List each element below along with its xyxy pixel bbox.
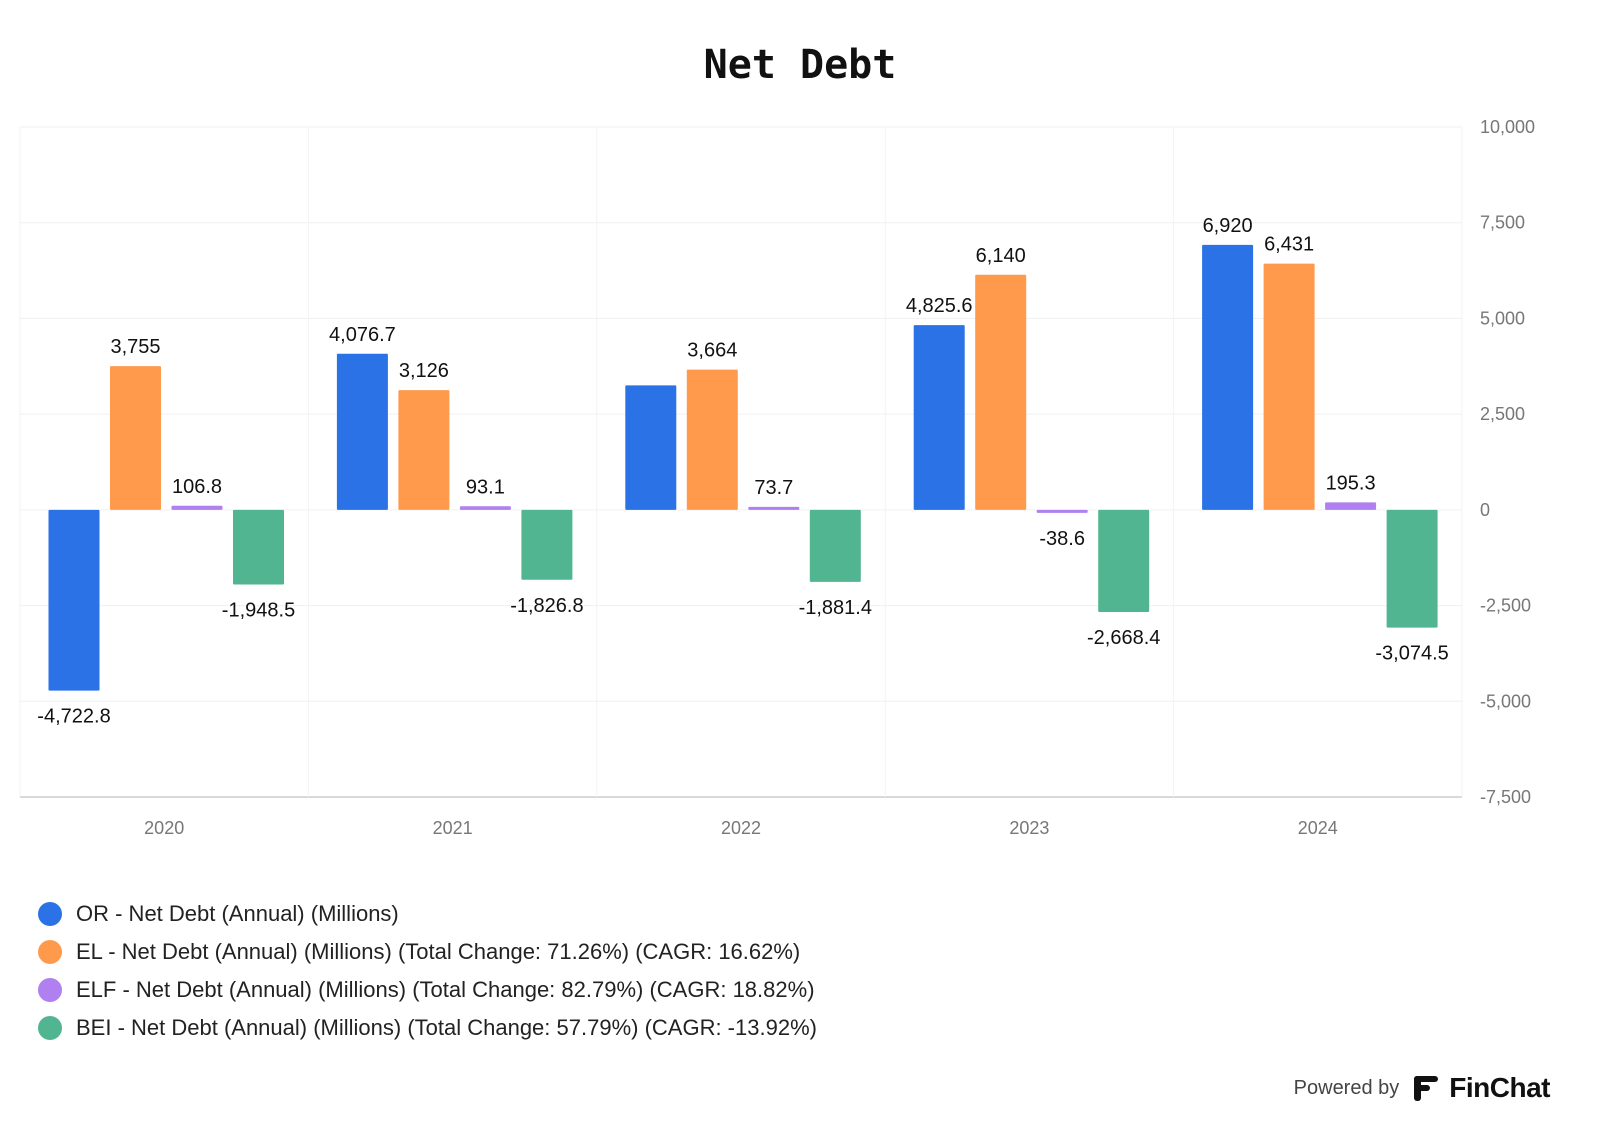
brand-name: FinChat <box>1449 1072 1550 1103</box>
legend-label: OR - Net Debt (Annual) (Millions) <box>76 901 399 926</box>
legend-item[interactable]: OR - Net Debt (Annual) (Millions) <box>38 895 817 933</box>
data-label: -38.6 <box>1039 528 1085 550</box>
legend-label: EL - Net Debt (Annual) (Millions) (Total… <box>76 939 801 964</box>
legend-item[interactable]: ELF - Net Debt (Annual) (Millions) (Tota… <box>38 971 817 1009</box>
y-tick-label: 5,000 <box>1480 308 1525 328</box>
bar <box>336 353 388 510</box>
bar <box>913 325 965 510</box>
powered-by-text: Powered by <box>1293 1076 1400 1099</box>
y-tick-label: -7,500 <box>1480 787 1531 807</box>
data-label: 3,755 <box>110 336 160 358</box>
bar <box>1263 263 1315 510</box>
legend-label: ELF - Net Debt (Annual) (Millions) (Tota… <box>76 977 815 1002</box>
data-label: -1,881.4 <box>799 597 872 619</box>
powered-by: Powered by FinChat <box>1293 1072 1551 1104</box>
x-tick-label: 2024 <box>1298 818 1338 838</box>
bar <box>398 390 450 510</box>
bar <box>975 274 1027 510</box>
legend-dot-icon <box>38 902 62 926</box>
legend-label: BEI - Net Debt (Annual) (Millions) (Tota… <box>76 1015 817 1040</box>
bar <box>686 369 738 510</box>
grid <box>19 126 1463 798</box>
y-tick-label: 7,500 <box>1480 213 1525 233</box>
bar <box>459 506 511 510</box>
data-label: 3,126 <box>399 360 449 382</box>
data-label: -4,722.8 <box>37 706 110 728</box>
bar <box>521 509 573 580</box>
bar <box>1098 509 1150 613</box>
data-label: 4,076.7 <box>329 324 396 346</box>
data-label: -1,948.5 <box>222 599 295 621</box>
legend: OR - Net Debt (Annual) (Millions) EL - Ne… <box>38 895 817 1047</box>
bar <box>110 366 161 510</box>
bar <box>625 385 677 510</box>
bar <box>233 509 284 585</box>
data-label: 3,664 <box>687 340 737 362</box>
data-label: -3,074.5 <box>1375 643 1448 665</box>
data-label: 195.3 <box>1326 472 1376 494</box>
chart-title: Net Debt <box>704 42 897 88</box>
y-tick-label: -5,000 <box>1480 691 1531 711</box>
data-label: -2,668.4 <box>1087 627 1160 649</box>
legend-item[interactable]: BEI - Net Debt (Annual) (Millions) (Tota… <box>38 1009 817 1047</box>
y-axis: 10,000 7,500 5,000 2,500 0 -2,500 -5,000 -7,500 <box>1480 117 1535 807</box>
x-axis: 2020 2021 2022 2023 2024 <box>144 818 1338 838</box>
bar <box>48 509 100 691</box>
legend-dot-icon <box>38 978 62 1002</box>
y-tick-label: 2,500 <box>1480 404 1525 424</box>
x-tick-label: 2023 <box>1009 818 1049 838</box>
data-label: 4,825.6 <box>906 295 973 317</box>
x-tick-label: 2020 <box>144 818 184 838</box>
bar <box>171 505 223 510</box>
data-label: 106.8 <box>172 476 222 498</box>
data-label: 6,140 <box>976 245 1026 267</box>
legend-dot-icon <box>38 1016 62 1040</box>
data-label: 6,431 <box>1264 234 1314 256</box>
data-label: 93.1 <box>466 476 505 498</box>
x-tick-label: 2022 <box>721 818 761 838</box>
bar <box>1386 509 1438 628</box>
bar <box>1202 244 1254 510</box>
data-label: 6,920 <box>1203 215 1253 237</box>
bar <box>748 506 800 510</box>
legend-dot-icon <box>38 940 62 964</box>
y-tick-label: -2,500 <box>1480 596 1531 616</box>
y-tick-label: 0 <box>1480 500 1490 520</box>
bars <box>48 244 1438 691</box>
bar <box>1036 509 1088 513</box>
finchat-logo-icon <box>1414 1076 1439 1101</box>
data-label: -1,826.8 <box>510 595 583 617</box>
bar <box>1325 502 1377 510</box>
data-labels: -4,722.8 3,755 106.8 -1,948.5 4,076.73,126 93… <box>37 215 1448 728</box>
bar <box>809 509 861 582</box>
legend-item[interactable]: EL - Net Debt (Annual) (Millions) (Total… <box>38 933 817 971</box>
data-label: 73.7 <box>754 477 793 499</box>
x-tick-label: 2021 <box>433 818 473 838</box>
y-tick-label: 10,000 <box>1480 117 1535 137</box>
